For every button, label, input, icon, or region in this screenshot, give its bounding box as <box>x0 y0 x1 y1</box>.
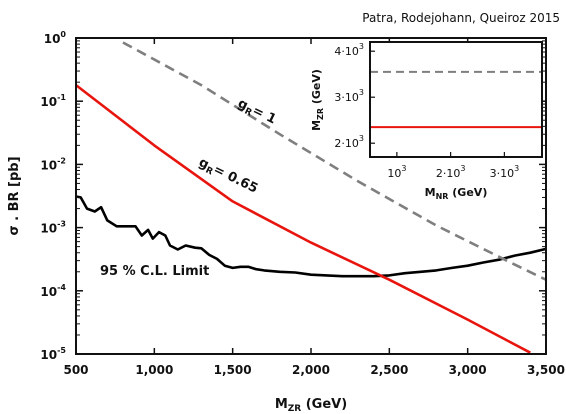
inset-x-tick-label: 103 <box>387 164 406 180</box>
x-tick-label: 3,000 <box>449 363 487 377</box>
y-tick-label: 10-1 <box>40 93 66 109</box>
inset-x-tick-label-exp: 3 <box>401 164 406 173</box>
inset-y-tick-label-exp: 3 <box>359 88 364 97</box>
y-tick-label: 100 <box>44 30 67 46</box>
series-line-2 <box>122 41 547 281</box>
y-tick-label-base: 10 <box>40 158 57 172</box>
inset-background <box>370 42 542 157</box>
x-tick-label: 2,000 <box>292 363 330 377</box>
inset-y-title-unit: (GeV) <box>310 69 323 108</box>
y-tick-label-exp: -4 <box>57 283 66 292</box>
y-tick-label: 10-3 <box>40 220 66 236</box>
x-tick-label: 3,500 <box>527 363 565 377</box>
inset-frame <box>369 41 543 158</box>
inset-y-axis-title: MZR (GeV) <box>310 69 325 131</box>
inset-x-title-unit: (GeV) <box>448 186 487 199</box>
x-tick-label: 1,000 <box>135 363 173 377</box>
inset-y-tick-label: 3·103 <box>334 88 364 104</box>
x-axis-title-unit: (GeV) <box>301 397 347 412</box>
annotation-cl-limit: 95 % C.L. Limit <box>100 264 209 279</box>
main-series-group <box>75 41 547 354</box>
y-tick-label-exp: -3 <box>57 220 66 229</box>
y-tick-label: 10-4 <box>40 283 66 299</box>
inset-x-tick-label-base: 10 <box>387 167 401 180</box>
inset-series-group <box>370 70 542 129</box>
x-tick-label: 1,500 <box>214 363 252 377</box>
y-tick-label-base: 10 <box>40 222 57 236</box>
inset-y-tick-label-exp: 3 <box>359 42 364 51</box>
x-axis-title-main: M <box>275 397 288 412</box>
inset-x-title-sub: NR <box>436 192 449 201</box>
y-tick-label-base: 10 <box>40 95 57 109</box>
x-tick-label: 500 <box>63 363 88 377</box>
y-axis-title: σ . BR [pb] <box>7 156 22 235</box>
annotation-g1: gR= 1 <box>234 96 278 129</box>
inset-x-tick-label-base: 3·10 <box>490 167 515 180</box>
x-tick-label: 2,500 <box>370 363 408 377</box>
inset-x-tick-label: 3·103 <box>490 164 520 180</box>
inset-y-tick-label-base: 3·10 <box>334 91 359 104</box>
inset-x-tick-label: 2·103 <box>436 164 466 180</box>
inset-y-tick-label-exp: 3 <box>359 134 364 143</box>
credit-text: Patra, Rodejohann, Queiroz 2015 <box>362 11 560 25</box>
annotation-g065: gR= 0.65 <box>195 155 260 198</box>
inset-y-title-main: M <box>310 120 323 131</box>
inset-x-axis-title: MNR (GeV) <box>425 186 488 201</box>
inset-x-tick-label-exp: 3 <box>460 164 465 173</box>
inset-y-title-sub: ZR <box>316 108 325 120</box>
inset-y-tick-label-base: 4·10 <box>334 45 359 58</box>
main-axes: 500 1,000 1,500 2,000 2,500 3,000 3,50010-510-… <box>40 30 565 377</box>
inset-x-tick-label-base: 2·10 <box>436 167 461 180</box>
series-line-1 <box>75 84 531 354</box>
y-tick-label-exp: -2 <box>57 156 66 165</box>
annotation-g1-sub: R <box>243 106 254 118</box>
y-tick-label-base: 10 <box>44 32 61 46</box>
series-line-0 <box>75 195 547 278</box>
y-tick-label-exp: 0 <box>60 30 66 39</box>
y-tick-label-base: 10 <box>40 285 57 299</box>
y-tick-label: 10-5 <box>40 346 66 362</box>
inset-y-tick-label: 2·103 <box>334 134 364 150</box>
annotation-g065-sub: R <box>204 165 215 177</box>
y-tick-label-exp: -1 <box>57 93 66 102</box>
inset-y-tick-label: 4·103 <box>334 42 364 58</box>
y-tick-label: 10-2 <box>40 156 66 172</box>
inset-y-tick-label-base: 2·10 <box>334 137 359 150</box>
inset-x-title-main: M <box>425 186 436 199</box>
y-tick-label-base: 10 <box>40 348 57 362</box>
x-axis-title: MZR (GeV) <box>275 397 347 414</box>
inset-x-tick-label-exp: 3 <box>514 164 519 173</box>
x-axis-title-sub: ZR <box>288 404 302 414</box>
y-tick-label-exp: -5 <box>57 346 66 355</box>
